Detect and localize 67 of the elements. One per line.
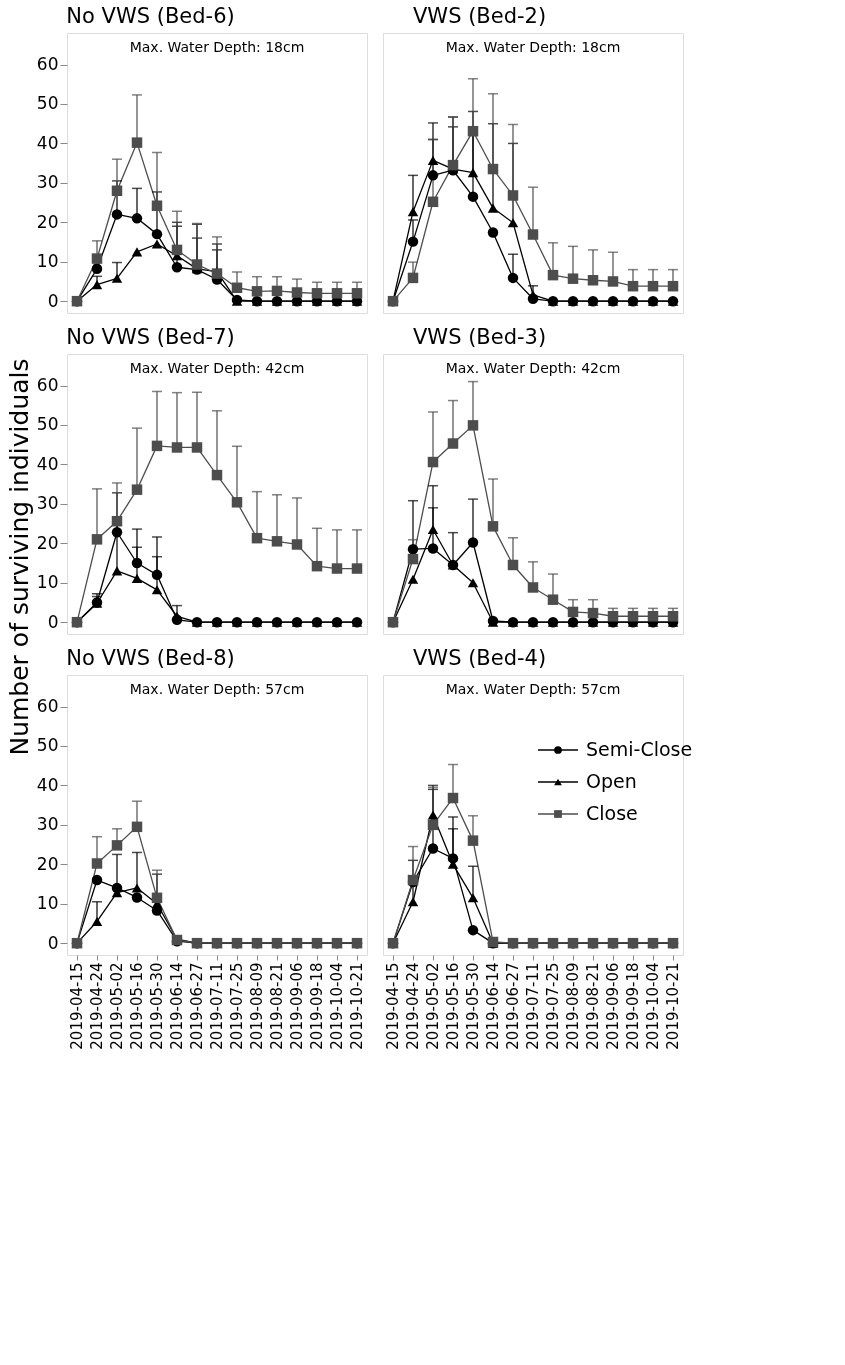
y-tick-label: 40 [36, 453, 59, 474]
y-tick-label: 0 [47, 932, 59, 953]
y-tick-label: 40 [36, 132, 59, 153]
x-tick-label: 2019-08-21 [268, 962, 286, 1050]
y-tick-label: 50 [36, 414, 59, 435]
y-tick-label: 60 [36, 696, 59, 717]
x-tick-label: 2019-05-16 [128, 962, 146, 1050]
x-tick-label: 2019-06-14 [168, 962, 186, 1050]
x-tick-label: 2019-05-30 [464, 962, 482, 1050]
y-tick-label: 10 [36, 251, 59, 272]
legend-label: Semi-Close [586, 738, 693, 760]
x-tick-label: 2019-05-02 [108, 962, 126, 1050]
x-tick-label: 2019-07-11 [524, 962, 542, 1050]
chart-title: VWS (Bed-4) [413, 646, 547, 670]
x-tick-label: 2019-04-24 [88, 962, 106, 1050]
x-tick-label: 2019-04-15 [384, 962, 402, 1050]
chart-title: VWS (Bed-2) [413, 4, 547, 28]
y-tick-label: 20 [36, 853, 59, 874]
y-tick-label: 20 [36, 211, 59, 232]
y-tick-label: 0 [47, 611, 59, 632]
chart-title: No VWS (Bed-7) [66, 325, 235, 349]
x-tick-label: 2019-04-24 [404, 962, 422, 1050]
chart-title: No VWS (Bed-8) [66, 646, 235, 670]
y-axis-title: Number of surviving individuals [5, 358, 34, 756]
x-tick-label: 2019-06-14 [484, 962, 502, 1050]
x-tick-label: 2019-10-21 [664, 962, 682, 1050]
y-tick-label: 30 [36, 814, 59, 835]
x-tick-label: 2019-06-27 [188, 962, 206, 1050]
y-tick-label: 10 [36, 893, 59, 914]
chart-title: No VWS (Bed-6) [66, 4, 235, 28]
annotation: Max. Water Depth: 18cm [129, 39, 305, 55]
x-tick-label: 2019-08-09 [564, 962, 582, 1050]
x-tick-label: 2019-08-09 [248, 962, 266, 1050]
x-tick-label: 2019-10-21 [348, 962, 366, 1050]
x-tick-label: 2019-05-02 [424, 962, 442, 1050]
annotation: Max. Water Depth: 42cm [129, 360, 305, 376]
y-tick-label: 30 [36, 172, 59, 193]
x-tick-label: 2019-09-06 [604, 962, 622, 1050]
annotation: Max. Water Depth: 57cm [129, 681, 305, 697]
y-tick-label: 60 [36, 54, 59, 75]
x-tick-label: 2019-07-25 [544, 962, 562, 1050]
y-tick-label: 40 [36, 774, 59, 795]
legend-label: Close [586, 802, 638, 824]
y-tick-label: 50 [36, 735, 59, 756]
x-tick-label: 2019-10-04 [644, 962, 662, 1050]
x-tick-label: 2019-06-27 [504, 962, 522, 1050]
x-tick-label: 2019-09-06 [288, 962, 306, 1050]
annotation: Max. Water Depth: 57cm [445, 681, 621, 697]
legend-label: Open [586, 770, 637, 792]
y-tick-label: 10 [36, 572, 59, 593]
x-tick-label: 2019-05-30 [148, 962, 166, 1050]
chart-title: VWS (Bed-3) [413, 325, 547, 349]
x-tick-label: 2019-09-18 [624, 962, 642, 1050]
y-tick-label: 30 [36, 493, 59, 514]
x-tick-label: 2019-07-11 [208, 962, 226, 1050]
x-tick-label: 2019-07-25 [228, 962, 246, 1050]
y-tick-label: 20 [36, 532, 59, 553]
x-tick-label: 2019-10-04 [328, 962, 346, 1050]
x-tick-label: 2019-04-15 [68, 962, 86, 1050]
annotation: Max. Water Depth: 42cm [445, 360, 621, 376]
x-tick-label: 2019-09-18 [308, 962, 326, 1050]
y-tick-label: 0 [47, 290, 59, 311]
y-tick-label: 50 [36, 93, 59, 114]
annotation: Max. Water Depth: 18cm [445, 39, 621, 55]
y-tick-label: 60 [36, 375, 59, 396]
x-tick-label: 2019-05-16 [444, 962, 462, 1050]
x-tick-label: 2019-08-21 [584, 962, 602, 1050]
